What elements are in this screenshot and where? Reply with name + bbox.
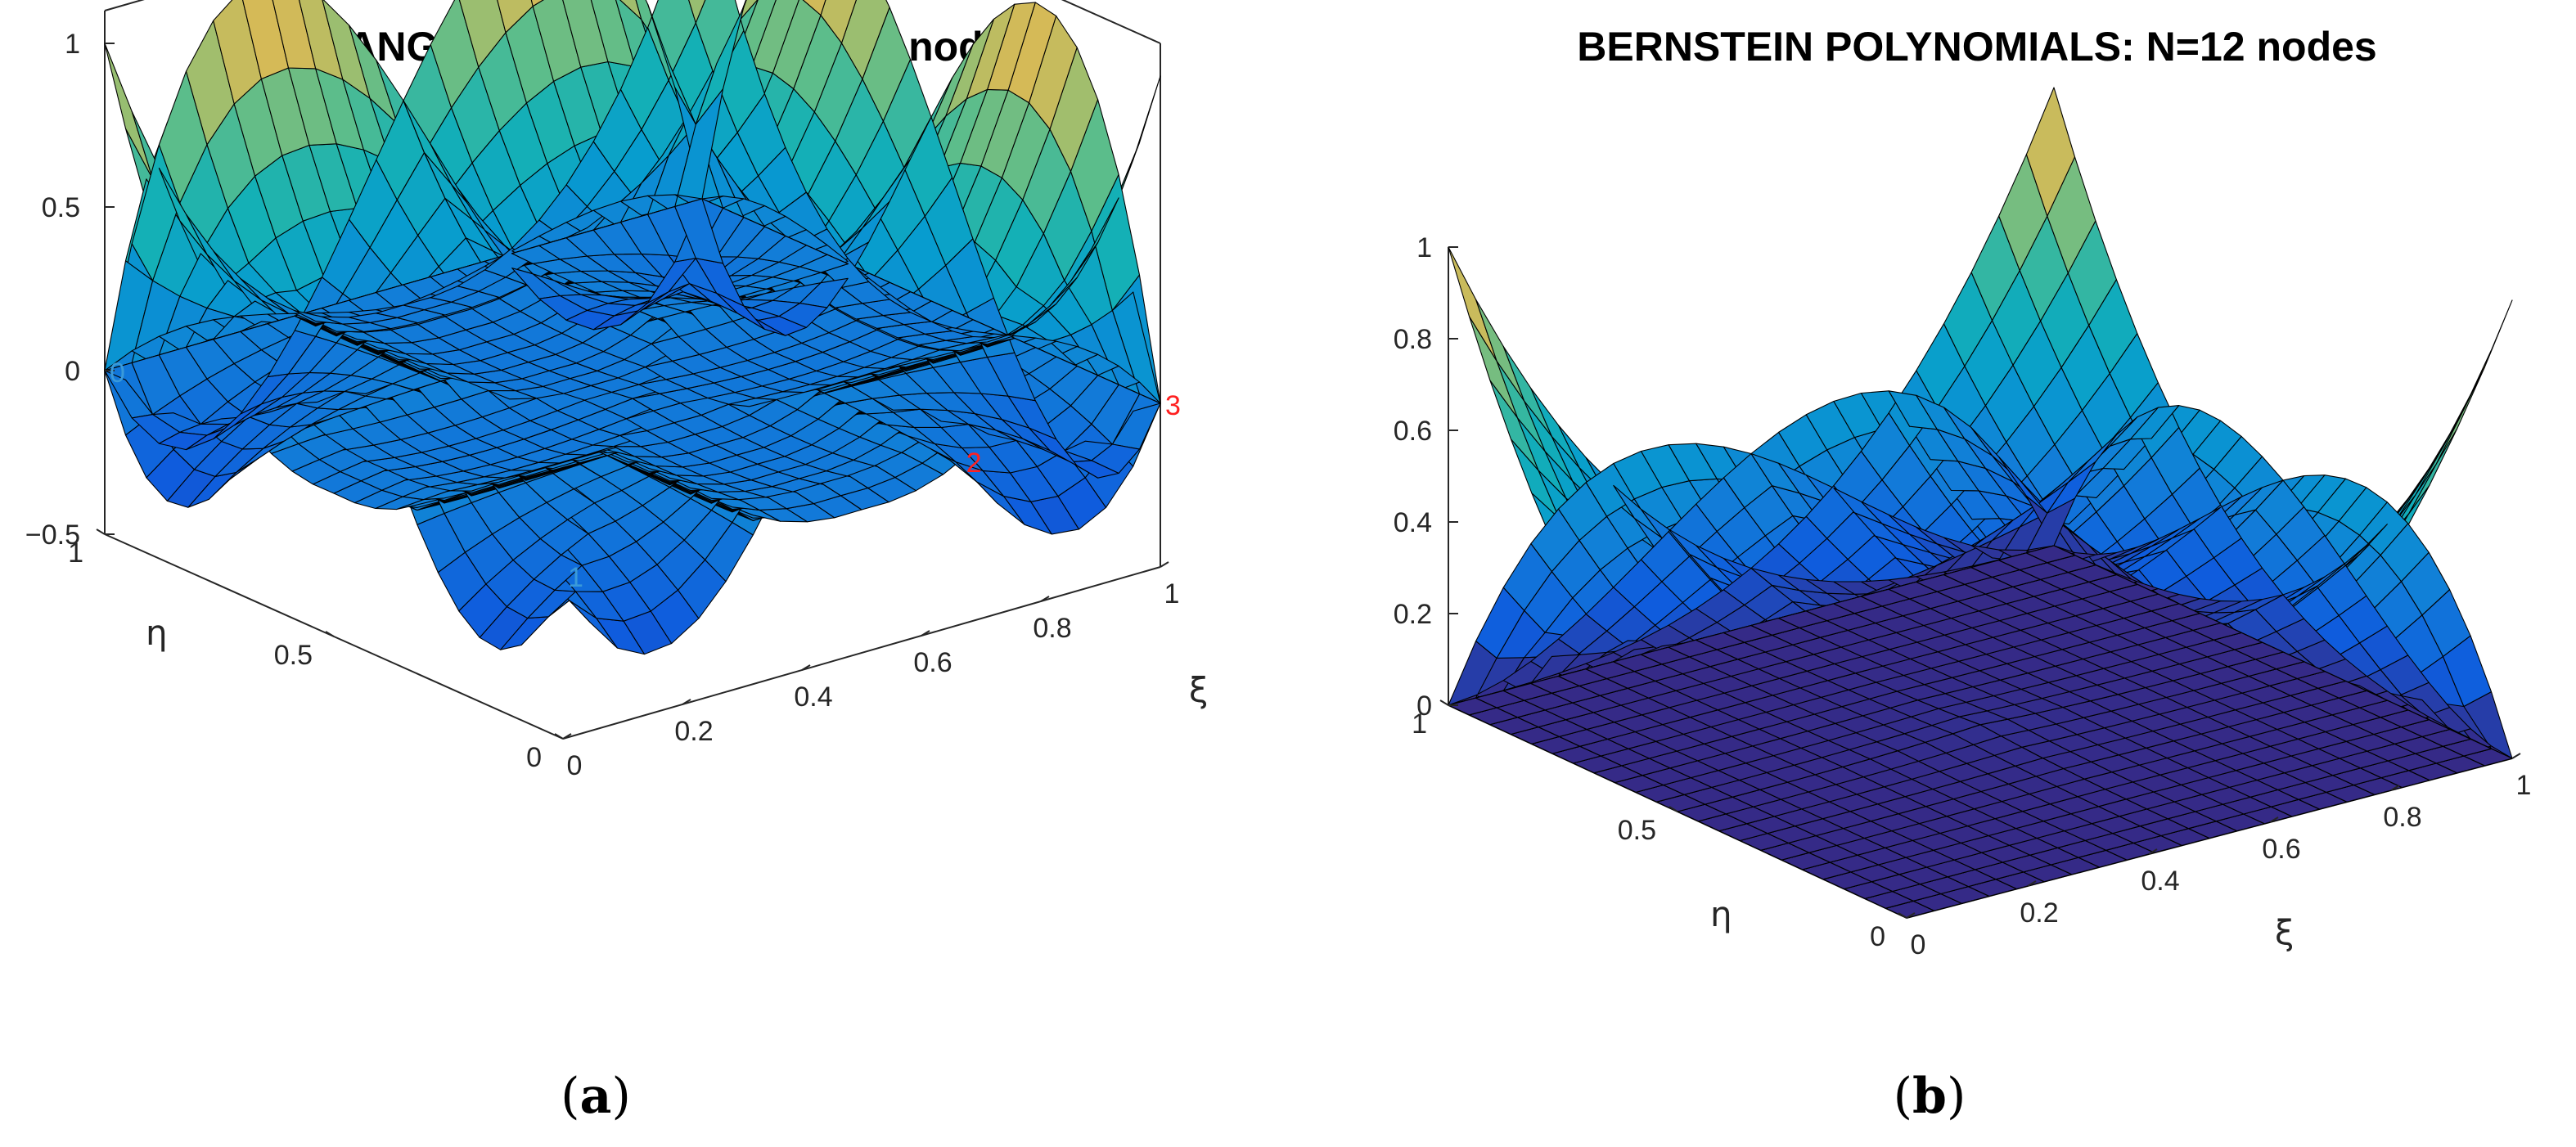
axis-edge [562,566,1161,740]
axis-edge [1061,0,1161,44]
lagrange-panel: LAGRANGE POLYNOMIALS: N=12 nodes 00.20.4… [25,0,1208,1125]
lagrange-surface [104,0,1161,655]
surface-facet [104,43,154,180]
